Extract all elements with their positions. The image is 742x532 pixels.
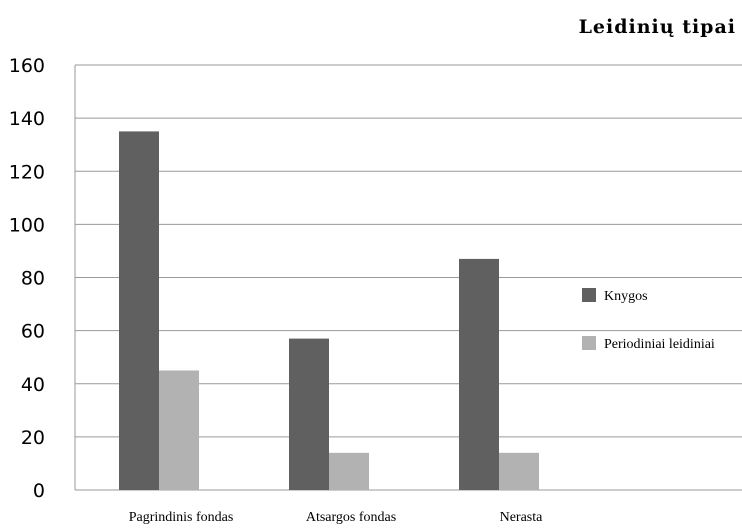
bar xyxy=(499,452,539,490)
y-tick-label: 60 xyxy=(21,321,45,343)
legend-swatch xyxy=(582,336,596,350)
y-tick-label: 40 xyxy=(21,374,45,396)
bar xyxy=(159,370,199,490)
legend-label: Periodiniai leidiniai xyxy=(604,337,715,352)
x-tick-label: Nerasta xyxy=(500,510,544,525)
x-tick-label: Atsargos fondas xyxy=(306,510,396,525)
y-tick-label: 160 xyxy=(9,55,45,77)
y-tick-label: 0 xyxy=(33,480,45,502)
bar xyxy=(119,131,159,490)
y-tick-label: 140 xyxy=(9,108,45,130)
x-tick-label: Pagrindinis fondas xyxy=(129,510,234,525)
legend-swatch xyxy=(582,288,596,302)
y-tick-label: 120 xyxy=(9,161,45,183)
legend-label: Knygos xyxy=(604,289,648,304)
chart-title: Leidinių tipai xyxy=(578,16,736,38)
y-tick-label: 80 xyxy=(21,268,45,290)
y-tick-label: 20 xyxy=(21,427,45,449)
bar xyxy=(329,452,369,490)
bar xyxy=(289,338,329,490)
y-tick-label: 100 xyxy=(9,214,45,236)
bar xyxy=(459,258,499,490)
